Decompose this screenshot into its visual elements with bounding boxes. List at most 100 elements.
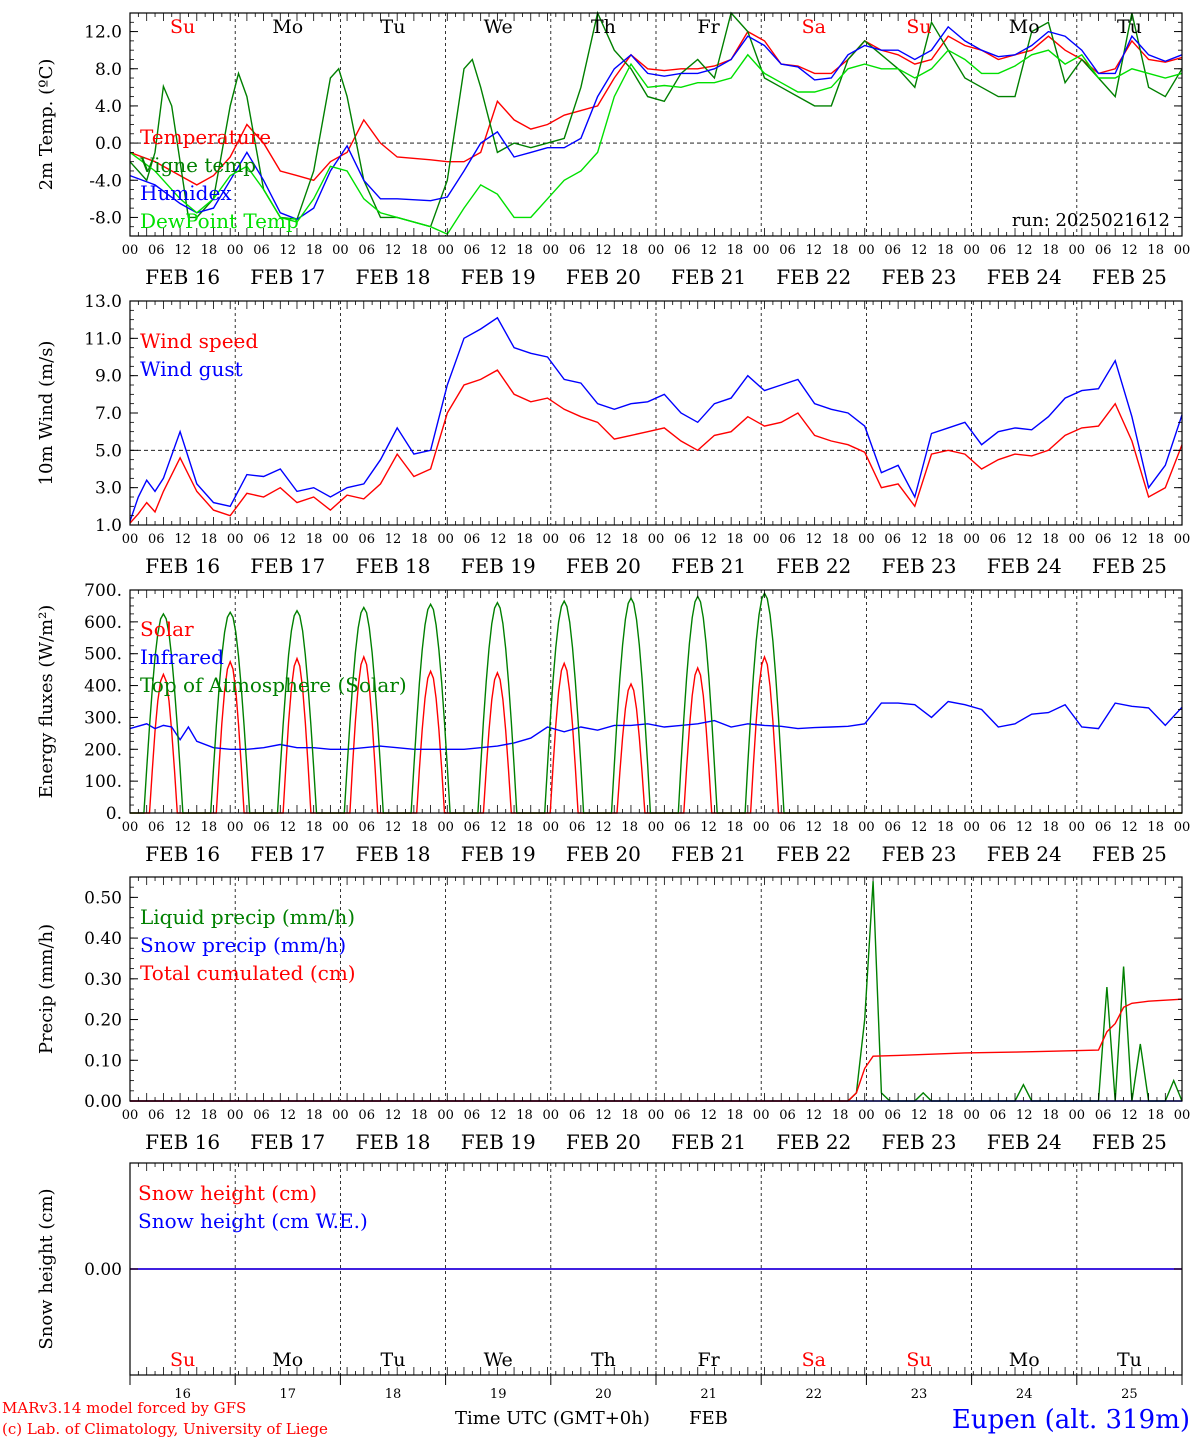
hour-tick-label: 06 bbox=[990, 243, 1007, 258]
y-tick-label: 0.10 bbox=[84, 1051, 122, 1071]
series-line bbox=[129, 30, 1183, 186]
hour-tick-label: 18 bbox=[937, 820, 954, 835]
weekday-label: Fr bbox=[697, 16, 720, 38]
hour-tick-label: 00 bbox=[753, 820, 770, 835]
hour-tick-label: 18 bbox=[727, 243, 744, 258]
hour-tick-label: 12 bbox=[174, 1108, 191, 1123]
hour-tick-label: 18 bbox=[516, 243, 533, 258]
date-label: FEB 25 bbox=[1092, 1130, 1167, 1154]
hour-tick-label: 18 bbox=[937, 243, 954, 258]
weekday-label: Mo bbox=[1009, 1349, 1040, 1371]
hour-tick-label: 06 bbox=[148, 532, 165, 547]
date-label: FEB 19 bbox=[461, 1130, 536, 1154]
y-tick-label: -8.0 bbox=[89, 208, 122, 228]
hour-tick-label: 00 bbox=[332, 243, 349, 258]
hour-tick-label: 18 bbox=[201, 820, 218, 835]
hour-tick-label: 18 bbox=[832, 820, 849, 835]
day-number-label: 18 bbox=[385, 1387, 402, 1402]
hour-tick-label: 18 bbox=[832, 532, 849, 547]
hour-tick-label: 06 bbox=[253, 243, 270, 258]
hour-tick-label: 06 bbox=[674, 532, 691, 547]
hour-tick-label: 12 bbox=[700, 820, 717, 835]
hour-tick-label: 18 bbox=[1147, 532, 1164, 547]
time-axis-month: FEB bbox=[689, 1408, 728, 1429]
hour-tick-label: 18 bbox=[411, 243, 428, 258]
hour-tick-label: 06 bbox=[358, 532, 375, 547]
hour-tick-label: 00 bbox=[543, 532, 560, 547]
hour-tick-label: 12 bbox=[490, 820, 507, 835]
y-tick-label: 0.20 bbox=[84, 1011, 122, 1031]
y-axis-title: 2m Temp. (ºC) bbox=[36, 59, 57, 191]
date-label: FEB 23 bbox=[882, 554, 957, 578]
y-tick-label: 0.30 bbox=[84, 970, 122, 990]
hour-tick-label: 12 bbox=[700, 532, 717, 547]
hour-tick-label: 00 bbox=[1069, 532, 1086, 547]
hour-tick-label: 12 bbox=[806, 243, 823, 258]
date-label: FEB 24 bbox=[987, 842, 1062, 866]
hour-tick-label: 12 bbox=[490, 243, 507, 258]
hour-tick-label: 12 bbox=[911, 1108, 928, 1123]
legend-entry: Humidex bbox=[140, 181, 232, 205]
date-label: FEB 17 bbox=[250, 1130, 325, 1154]
day-number-label: 25 bbox=[1121, 1387, 1138, 1402]
hour-tick-label: 12 bbox=[806, 820, 823, 835]
hour-tick-label: 00 bbox=[227, 532, 244, 547]
hour-tick-label: 06 bbox=[1095, 243, 1112, 258]
time-axis-label: Time UTC (GMT+0h) bbox=[455, 1408, 650, 1429]
hour-tick-label: 18 bbox=[727, 532, 744, 547]
series-line bbox=[129, 700, 1183, 750]
date-label: FEB 24 bbox=[987, 265, 1062, 289]
hour-tick-label: 18 bbox=[937, 1108, 954, 1123]
day-number-label: 19 bbox=[490, 1387, 507, 1402]
y-tick-label: 7.0 bbox=[95, 404, 122, 424]
hour-tick-label: 18 bbox=[306, 243, 323, 258]
date-label: FEB 21 bbox=[671, 265, 746, 289]
plot-frame bbox=[129, 589, 1183, 814]
hour-tick-label: 06 bbox=[253, 1108, 270, 1123]
hour-tick-label: 00 bbox=[1174, 532, 1191, 547]
date-label: FEB 20 bbox=[566, 1130, 641, 1154]
hour-tick-label: 06 bbox=[990, 820, 1007, 835]
hour-tick-label: 18 bbox=[411, 820, 428, 835]
date-label: FEB 22 bbox=[776, 265, 851, 289]
hour-tick-label: 00 bbox=[122, 1108, 139, 1123]
hour-tick-label: 12 bbox=[700, 1108, 717, 1123]
hour-tick-label: 00 bbox=[543, 243, 560, 258]
day-number-label: 22 bbox=[806, 1387, 823, 1402]
hour-tick-label: 06 bbox=[884, 1108, 901, 1123]
weekday-label: Tu bbox=[381, 1349, 406, 1371]
y-tick-label: 11.0 bbox=[84, 329, 122, 349]
hour-tick-label: 06 bbox=[569, 820, 586, 835]
date-label: FEB 18 bbox=[356, 265, 431, 289]
weekday-label: We bbox=[484, 1349, 513, 1371]
hour-tick-label: 18 bbox=[832, 243, 849, 258]
hour-tick-label: 00 bbox=[858, 532, 875, 547]
hour-tick-label: 18 bbox=[1147, 1108, 1164, 1123]
series-line bbox=[129, 49, 1183, 235]
weekday-label: Th bbox=[591, 1349, 616, 1371]
hour-tick-label: 06 bbox=[779, 532, 796, 547]
hour-tick-label: 06 bbox=[464, 1108, 481, 1123]
y-tick-label: 500. bbox=[84, 645, 122, 665]
hour-tick-label: 18 bbox=[621, 532, 638, 547]
date-label: FEB 18 bbox=[356, 1130, 431, 1154]
hour-tick-label: 06 bbox=[884, 820, 901, 835]
plot-frame bbox=[129, 300, 1183, 526]
y-tick-label: 100. bbox=[84, 772, 122, 792]
hour-tick-label: 00 bbox=[437, 243, 454, 258]
hour-tick-label: 12 bbox=[911, 532, 928, 547]
hour-tick-label: 12 bbox=[1121, 820, 1138, 835]
footer-lab-line: (c) Lab. of Climatology, University of L… bbox=[2, 1420, 328, 1438]
hour-tick-label: 12 bbox=[700, 243, 717, 258]
hour-tick-label: 12 bbox=[1121, 1108, 1138, 1123]
hour-tick-label: 12 bbox=[595, 532, 612, 547]
date-label: FEB 16 bbox=[145, 554, 220, 578]
y-axis-title: Precip (mm/h) bbox=[36, 924, 57, 1054]
hour-tick-label: 12 bbox=[1016, 532, 1033, 547]
hour-tick-label: 00 bbox=[227, 820, 244, 835]
legend-entry: Infrared bbox=[140, 645, 224, 669]
hour-tick-label: 06 bbox=[884, 532, 901, 547]
weekday-label: Sa bbox=[802, 16, 826, 38]
legend-entry: Solar bbox=[140, 617, 194, 641]
